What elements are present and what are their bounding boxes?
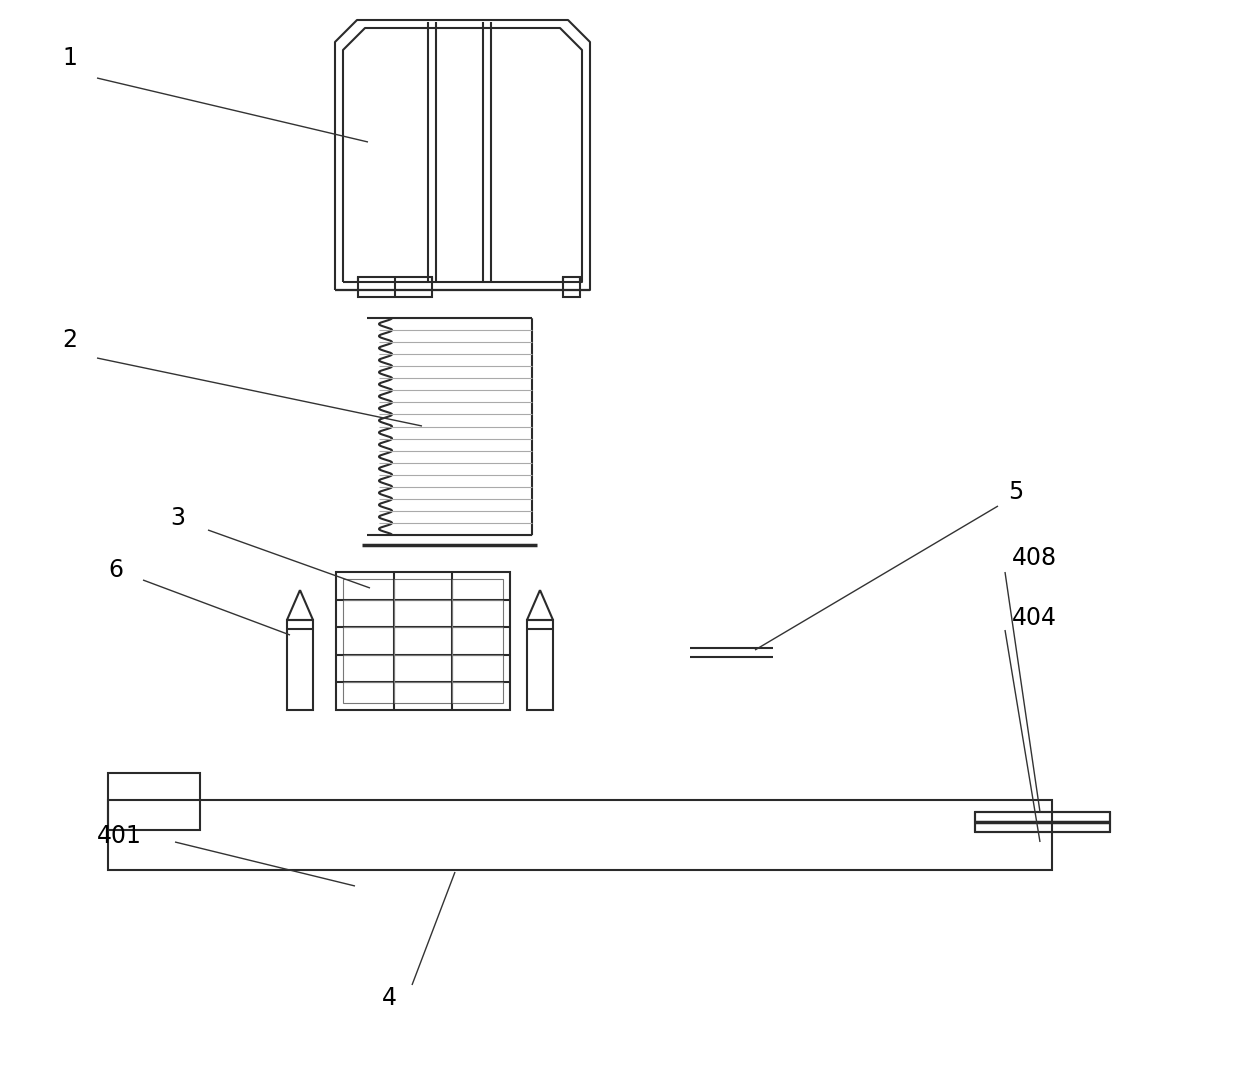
Bar — [975, 812, 1110, 832]
Text: 3: 3 — [170, 506, 185, 530]
Bar — [336, 572, 510, 710]
Bar — [108, 800, 1052, 870]
Bar — [358, 277, 432, 297]
Text: 6: 6 — [108, 558, 123, 582]
Bar — [108, 773, 200, 830]
Text: 1: 1 — [62, 46, 77, 69]
Text: 5: 5 — [1008, 480, 1023, 503]
Text: 2: 2 — [62, 328, 77, 352]
Bar — [527, 620, 553, 710]
Bar — [286, 620, 312, 710]
Bar — [343, 579, 503, 703]
Text: 401: 401 — [97, 824, 141, 848]
Text: 408: 408 — [1012, 546, 1058, 570]
Text: 404: 404 — [1012, 606, 1056, 630]
Bar — [563, 277, 580, 297]
Text: 4: 4 — [382, 986, 397, 1010]
